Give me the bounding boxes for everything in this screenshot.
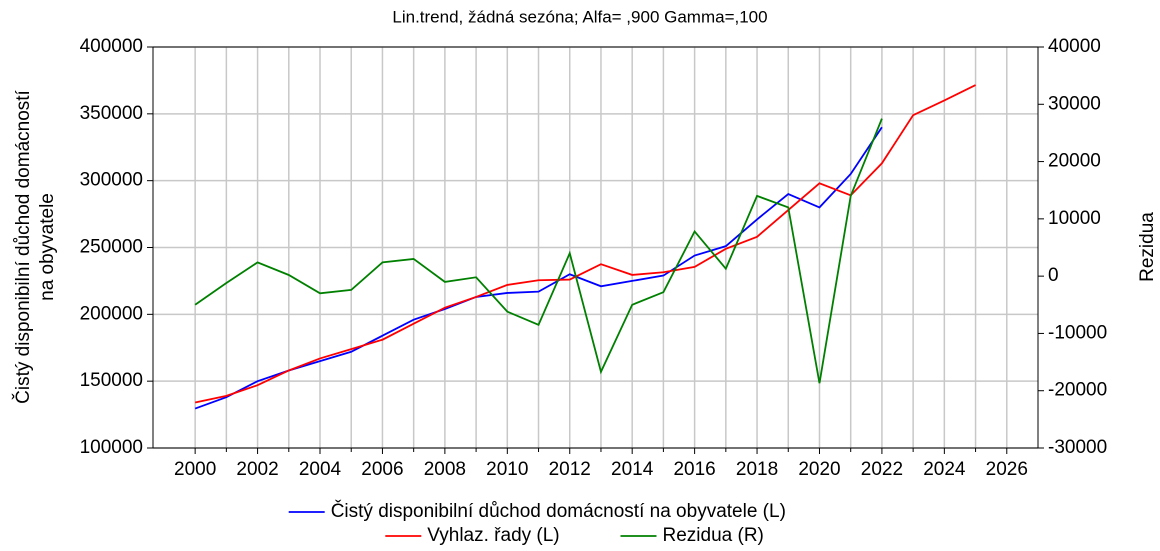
y-tick-label: 300000: [80, 170, 143, 191]
x-tick-label: 2010: [486, 459, 528, 480]
x-tick-label: 2012: [549, 459, 591, 480]
y2-tick-label: 30000: [1048, 93, 1101, 114]
legend-label: Rezidua (R): [663, 525, 764, 546]
series-line: [194, 118, 883, 384]
y-tick-label: 400000: [80, 36, 143, 57]
x-tick-label: 2024: [923, 459, 966, 480]
y2-tick-label: -20000: [1048, 380, 1107, 401]
x-tick-label: 2004: [299, 459, 342, 480]
x-tick-label: 2026: [986, 459, 1028, 480]
legend-label: Vyhlaz. řady (L): [427, 525, 559, 546]
legend-label: Čistý disponibilní důchod domácností na …: [331, 500, 786, 522]
y-axis-label: Čistý disponibilní důchod domácností na o…: [12, 89, 58, 403]
x-tick-label: 2006: [361, 459, 403, 480]
y2-axis-label: Rezidua: [1137, 212, 1158, 282]
x-tick-label: 2022: [861, 459, 903, 480]
y-tick-label: 150000: [80, 370, 143, 391]
x-tick-label: 2018: [736, 459, 778, 480]
x-tick-label: 2014: [611, 459, 654, 480]
y-axis-label-line: na obyvatele: [37, 193, 58, 301]
series-line: [194, 84, 976, 404]
y2-tick-label: -30000: [1048, 437, 1107, 458]
x-tick-label: 2016: [673, 459, 715, 480]
x-tick-label: 2000: [174, 459, 216, 480]
chart-title: Lin.trend, žádná sezóna; Alfa= ,900 Gamm…: [392, 7, 767, 26]
y2-tick-label: 40000: [1048, 36, 1101, 57]
plot-frame: [152, 46, 1039, 449]
x-tick-label: 2008: [424, 459, 466, 480]
y2-tick-label: 0: [1048, 265, 1059, 286]
y2-tick-label: 10000: [1048, 208, 1101, 229]
y-axis-label-line: Čistý disponibilní důchod domácností: [12, 89, 34, 403]
y-tick-label: 100000: [80, 437, 143, 458]
x-tick-label: 2002: [236, 459, 278, 480]
y-tick-label: 250000: [80, 237, 143, 258]
y2-tick-label: 20000: [1048, 151, 1101, 172]
series-line: [194, 126, 883, 410]
x-tick-label: 2020: [798, 459, 840, 480]
y2-tick-label: -10000: [1048, 322, 1107, 343]
y-tick-label: 200000: [80, 303, 143, 324]
y-tick-label: 350000: [80, 103, 143, 124]
